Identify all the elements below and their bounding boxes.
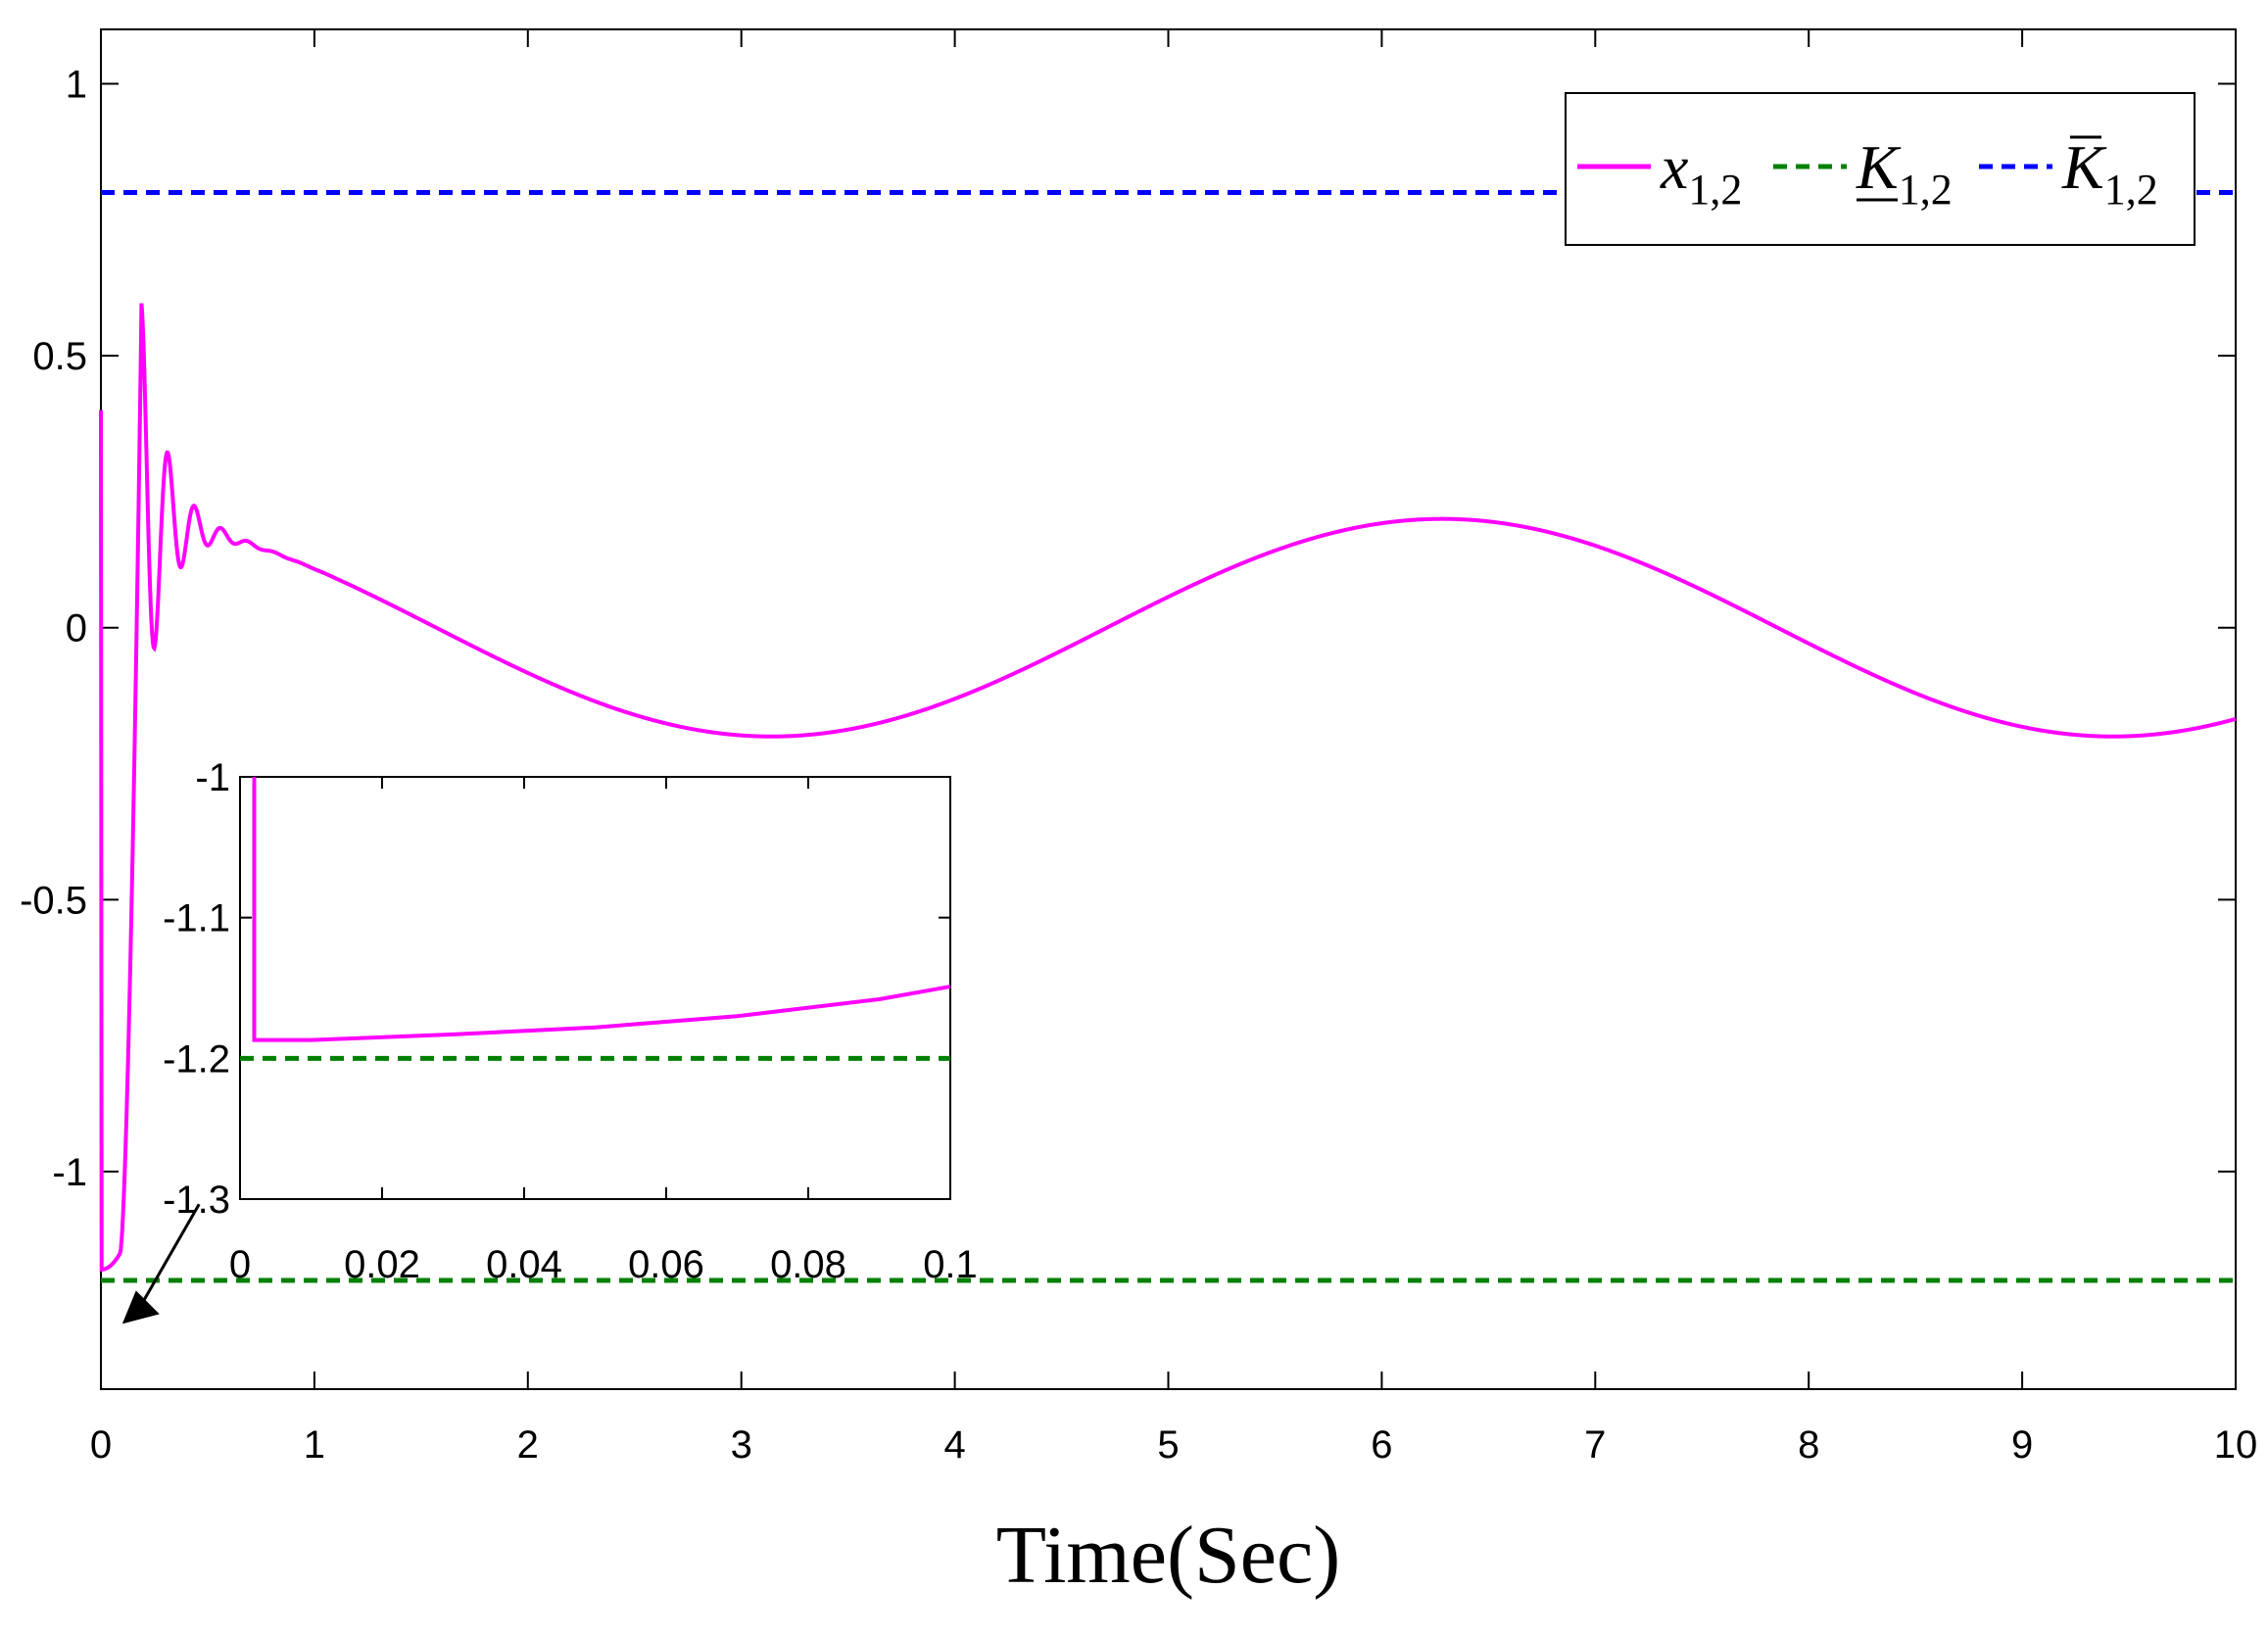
inset-y-tick-label: -1.3 xyxy=(163,1179,230,1222)
inset-x-tick-label: 0.08 xyxy=(770,1243,846,1286)
x-axis-label: Time(Sec) xyxy=(996,1510,1341,1601)
y-tick-label: 1 xyxy=(66,64,87,107)
main-plot: 0 1 2 3 4 5 6 7 8 9 10 -1 -0.5 0 0.5 1 xyxy=(20,28,2258,1467)
inset-frame xyxy=(239,776,951,1200)
inset-plot: 0 0.02 0.04 0.06 0.08 0.1 -1.3 -1.2 -1.1 -1 xyxy=(163,756,978,1286)
inset-x-tick-label: 0.06 xyxy=(628,1243,704,1286)
legend-label: K1,2 xyxy=(2061,132,2158,214)
series-x12-line xyxy=(99,303,2237,1272)
y-tick-label: -0.5 xyxy=(20,879,87,922)
y-tick-label: 0.5 xyxy=(32,335,87,378)
inset-x12-line xyxy=(252,777,951,1042)
legend: x1,2 K1,2 K1,2 xyxy=(1565,92,2196,246)
inset-y-tick-label: -1 xyxy=(195,756,230,799)
x-tick-label: 8 xyxy=(1798,1423,1819,1467)
x-tick-label: 6 xyxy=(1371,1423,1392,1467)
inset-y-tick-label: -1.2 xyxy=(163,1037,230,1081)
x-tick-label: 5 xyxy=(1157,1423,1179,1467)
x-tick-label: 1 xyxy=(304,1423,325,1467)
x-tick-label: 7 xyxy=(1584,1423,1606,1467)
legend-label: x1,2 xyxy=(1660,132,1742,214)
x-tick-label: 2 xyxy=(517,1423,539,1467)
zoom-arrow-head xyxy=(121,1290,160,1324)
x-tick-label: 9 xyxy=(2011,1423,2033,1467)
legend-box xyxy=(1565,92,2196,246)
legend-label: K1,2 xyxy=(1856,132,1953,214)
y-tick-label: 0 xyxy=(66,607,87,650)
zoom-arrow-line xyxy=(134,1203,201,1316)
inset-x-tick-label: 0.1 xyxy=(923,1243,978,1286)
x-tick-label: 4 xyxy=(943,1423,965,1467)
inset-y-tick-label: -1.1 xyxy=(163,897,230,940)
inset-x-tick-label: 0 xyxy=(229,1243,251,1286)
x-tick-label: 10 xyxy=(2214,1423,2258,1467)
x-tick-label: 3 xyxy=(731,1423,752,1467)
y-tick-label: -1 xyxy=(52,1151,87,1194)
inset-x-tick-label: 0.02 xyxy=(344,1243,420,1286)
x-tick-label: 0 xyxy=(90,1423,112,1467)
inset-x-tick-label: 0.04 xyxy=(486,1243,562,1286)
